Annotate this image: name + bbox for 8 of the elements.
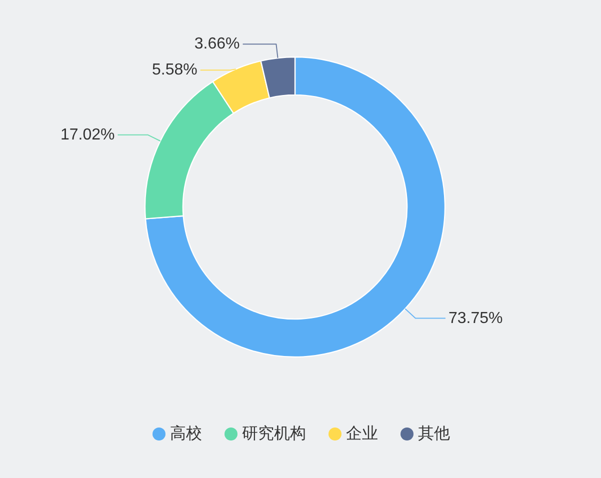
legend-label: 企业 [346, 424, 378, 442]
data-label: 3.66% [194, 36, 240, 53]
data-label: 73.75% [448, 310, 503, 327]
legend-label: 高校 [170, 424, 202, 442]
data-label: 17.02% [60, 126, 115, 144]
data-label: 5.58% [152, 62, 198, 79]
legend-label: 研究机构 [242, 424, 306, 442]
legend-label: 其他 [418, 424, 450, 442]
